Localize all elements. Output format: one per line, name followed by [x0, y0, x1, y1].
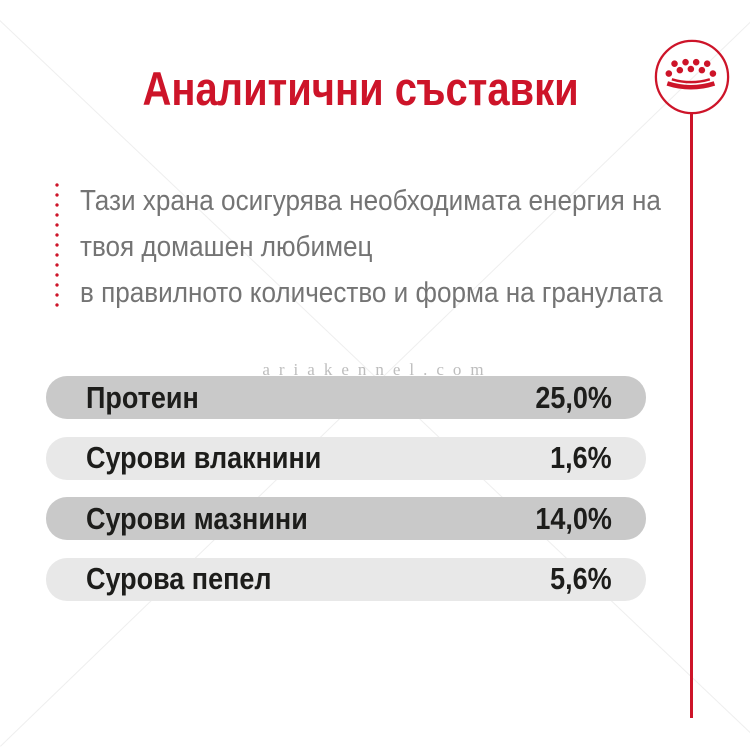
- crown-arc-thin: [671, 78, 711, 84]
- description-line: Тази храна осигурява необходимата енерги…: [80, 185, 661, 217]
- description-line: в правилното количество и форма на грану…: [80, 277, 663, 309]
- row-label: Сурова пепел: [86, 561, 272, 596]
- page-title: Аналитични съставки: [0, 61, 722, 116]
- table-row: Протеин 25,0%: [46, 376, 646, 419]
- row-label: Сурови мазнини: [86, 500, 308, 536]
- royal-canin-logo: [654, 39, 730, 115]
- row-value: 25,0%: [535, 379, 612, 415]
- row-value: 14,0%: [535, 500, 612, 536]
- nutrition-table: Протеин 25,0% Сурови влакнини 1,6% Суров…: [46, 376, 646, 618]
- row-value: 5,6%: [550, 561, 612, 596]
- page-title-text: Аналитични съставки: [142, 62, 580, 115]
- logo-circle: [654, 39, 730, 115]
- crown-icon: [665, 58, 717, 77]
- table-row: Сурови влакнини 1,6%: [46, 436, 646, 480]
- row-label: Сурови влакнини: [86, 440, 322, 475]
- table-row: Сурова пепел 5,6%: [46, 557, 646, 601]
- description-line: твоя домашен любимец: [80, 231, 373, 263]
- table-row: Сурови мазнини 14,0%: [46, 497, 646, 540]
- description-block: Тази храна осигурява необходимата енерги…: [80, 178, 727, 316]
- row-value: 1,6%: [550, 440, 612, 475]
- red-dotted-accent-line: [55, 183, 59, 311]
- row-label: Протеин: [86, 379, 199, 415]
- logo-stem-line: [690, 112, 693, 718]
- crown-arc-thick: [666, 81, 716, 90]
